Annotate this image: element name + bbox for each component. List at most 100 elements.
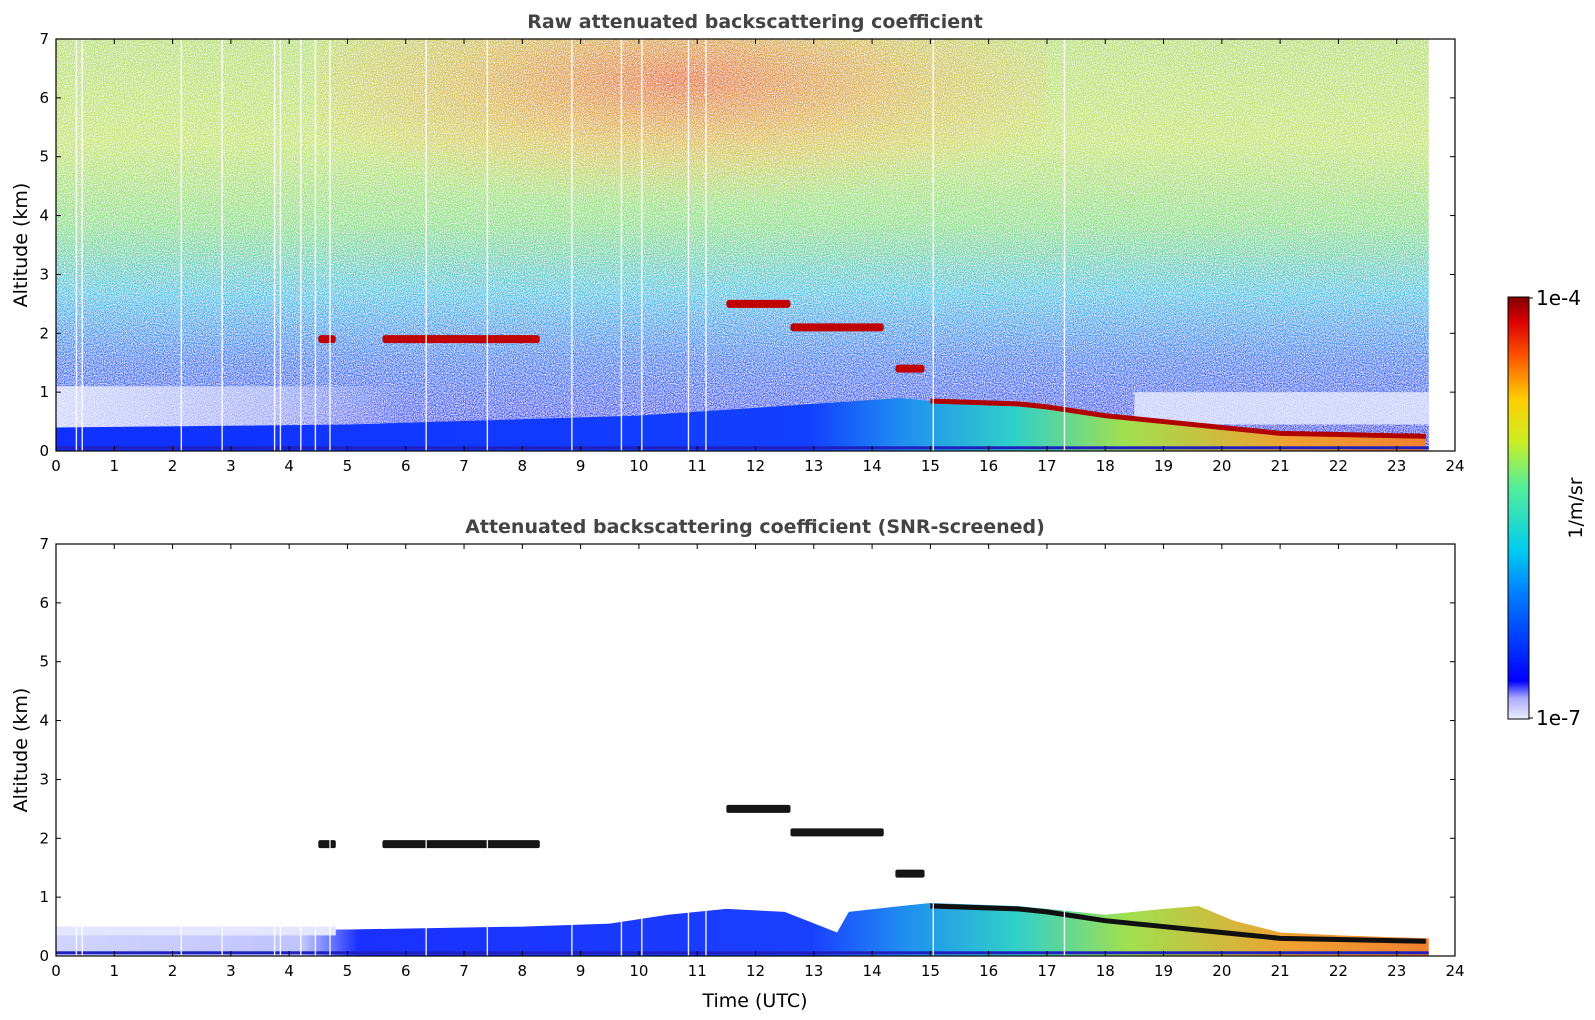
panel-1-x-ticks: 0 1 2 3 4 5 6 7 8 9 10 11 12 13 14 15 16 17 18 19 20 21 22 23 24 (51, 39, 1465, 475)
x-tick-label: 19 (1154, 962, 1173, 980)
x-tick-label: 12 (746, 962, 765, 980)
panel-1-y-label: Altitude (km) (10, 183, 32, 308)
colorbar-gradient (1507, 296, 1530, 720)
y-tick-label: 2 (39, 324, 49, 342)
panel-2-y-label: Altitude (km) (10, 688, 32, 813)
screened-surface-line (56, 951, 1429, 955)
x-tick-label: 3 (226, 962, 236, 980)
x-tick-label: 17 (1037, 962, 1056, 980)
screened-heatmap-features (56, 804, 1429, 955)
screened-cloud-layer (790, 828, 884, 837)
y-tick-label: 4 (39, 207, 49, 225)
screened-pale-band (56, 926, 336, 936)
x-tick-label: 13 (804, 962, 823, 980)
x-tick-label: 8 (518, 457, 528, 475)
x-tick-label: 9 (576, 457, 586, 475)
raw-cloud-layer (895, 364, 925, 373)
y-tick-label: 6 (39, 89, 49, 107)
x-tick-label: 8 (518, 962, 528, 980)
x-tick-label: 20 (1212, 457, 1231, 475)
raw-backscatter-panel: Raw attenuated backscattering coefficien… (10, 11, 1465, 475)
y-tick-label: 1 (39, 888, 49, 906)
panel-2-x-ticks: 0 1 2 3 4 5 6 7 8 9 10 11 12 13 14 15 16 17 18 19 20 21 22 23 24 (51, 544, 1465, 980)
x-axis-label: Time (UTC) (701, 990, 807, 1012)
colorbar: 1e-4 1e-7 1/m/sr (1507, 286, 1587, 730)
x-tick-label: 22 (1329, 457, 1348, 475)
x-tick-label: 2 (168, 962, 178, 980)
colorbar-unit-label: 1/m/sr (1565, 477, 1587, 538)
screened-cloud-layer (318, 840, 336, 849)
y-tick-label: 5 (39, 653, 49, 671)
screened-cloud-layer (726, 804, 791, 813)
x-tick-label: 23 (1387, 962, 1406, 980)
y-tick-label: 6 (39, 594, 49, 612)
x-tick-label: 18 (1096, 962, 1115, 980)
x-tick-label: 20 (1212, 962, 1231, 980)
y-tick-label: 7 (39, 535, 49, 553)
screened-cloud-layer (382, 840, 540, 849)
y-tick-label: 5 (39, 148, 49, 166)
screened-heatmap-layer (56, 544, 1429, 956)
x-tick-label: 11 (688, 962, 707, 980)
x-tick-label: 6 (401, 962, 411, 980)
x-tick-label: 1 (110, 457, 120, 475)
x-tick-label: 10 (629, 457, 648, 475)
y-tick-label: 0 (39, 442, 49, 460)
x-tick-label: 12 (746, 457, 765, 475)
colorbar-max-label: 1e-4 (1536, 286, 1581, 310)
raw-warm-region (318, 39, 1047, 245)
x-tick-label: 10 (629, 962, 648, 980)
x-tick-label: 9 (576, 962, 586, 980)
screened-data-gaps (75, 544, 1066, 956)
raw-pale-band (56, 386, 406, 428)
y-tick-label: 7 (39, 30, 49, 48)
raw-cloud-layer (382, 335, 540, 344)
raw-bl-top-line (930, 398, 1426, 439)
y-tick-label: 4 (39, 712, 49, 730)
x-tick-label: 21 (1271, 962, 1290, 980)
x-tick-label: 11 (688, 457, 707, 475)
raw-cloud-layer (726, 299, 791, 308)
raw-heatmap-features (56, 299, 1429, 451)
x-tick-label: 7 (459, 962, 469, 980)
x-tick-label: 18 (1096, 457, 1115, 475)
y-tick-label: 2 (39, 829, 49, 847)
x-tick-label: 5 (343, 457, 353, 475)
panel-1-y-ticks: 0 1 2 3 4 5 6 7 (39, 30, 1455, 460)
x-tick-label: 6 (401, 457, 411, 475)
screened-backscatter-panel: Attenuated backscattering coefficient (S… (10, 516, 1465, 1012)
x-tick-label: 21 (1271, 457, 1290, 475)
x-tick-label: 7 (459, 457, 469, 475)
raw-boundary-layer (56, 398, 1426, 451)
x-tick-label: 13 (804, 457, 823, 475)
x-tick-label: 22 (1329, 962, 1348, 980)
raw-cloud-layer (318, 335, 336, 344)
x-tick-label: 4 (284, 962, 294, 980)
y-tick-label: 1 (39, 383, 49, 401)
panel-2-title: Attenuated backscattering coefficient (S… (465, 516, 1045, 538)
panel-2-y-ticks: 0 1 2 3 4 5 6 7 (39, 535, 1455, 965)
x-tick-label: 24 (1445, 457, 1464, 475)
x-tick-label: 17 (1037, 457, 1056, 475)
y-tick-label: 3 (39, 770, 49, 788)
x-tick-label: 14 (863, 962, 882, 980)
x-tick-label: 15 (921, 962, 940, 980)
x-tick-label: 2 (168, 457, 178, 475)
x-tick-label: 15 (921, 457, 940, 475)
screened-bl-top-line (930, 903, 1426, 944)
x-tick-label: 0 (51, 457, 61, 475)
x-tick-label: 4 (284, 457, 294, 475)
screened-cloud-layer (895, 869, 925, 878)
x-tick-label: 23 (1387, 457, 1406, 475)
x-tick-label: 16 (979, 962, 998, 980)
x-tick-label: 5 (343, 962, 353, 980)
x-tick-label: 16 (979, 457, 998, 475)
raw-cloud-layer (790, 323, 884, 332)
raw-heatmap-field (56, 39, 1429, 451)
colorbar-min-label: 1e-7 (1536, 706, 1581, 730)
x-tick-label: 24 (1445, 962, 1464, 980)
raw-data-gaps (75, 39, 1066, 451)
raw-heatmap-layer (56, 39, 1429, 451)
x-tick-label: 0 (51, 962, 61, 980)
x-tick-label: 1 (110, 962, 120, 980)
